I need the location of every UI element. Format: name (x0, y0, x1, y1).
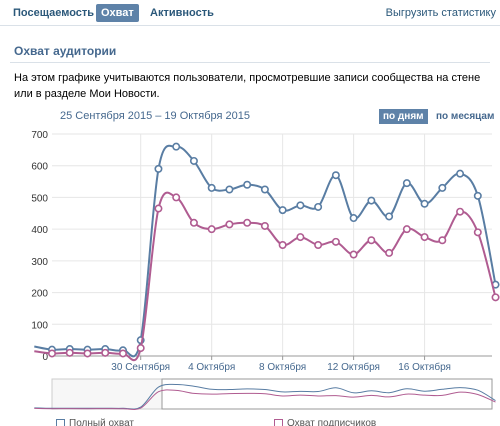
checkbox-icon (274, 418, 283, 426)
mode-by-days-button[interactable]: по дням (379, 109, 428, 124)
data-point (278, 241, 287, 250)
data-point (101, 348, 110, 357)
chart-series (34, 142, 500, 362)
data-point (243, 218, 252, 227)
y-tick-label: 500 (31, 193, 48, 204)
series-full-reach (34, 142, 500, 358)
data-point (314, 241, 323, 250)
data-point (65, 348, 74, 357)
data-point (367, 196, 376, 205)
y-tick-label: 400 (31, 225, 48, 236)
data-point (207, 183, 216, 192)
data-point (83, 349, 92, 358)
y-tick-label: 100 (31, 320, 48, 331)
data-point (349, 250, 358, 259)
data-point (402, 179, 411, 188)
tab-activity[interactable]: Активность (150, 7, 214, 19)
x-tick-label: 16 Октября (398, 361, 451, 373)
data-point (243, 180, 252, 189)
x-tick-label: 4 Октября (188, 361, 235, 373)
data-point (367, 236, 376, 245)
data-point (331, 237, 340, 246)
data-point (189, 156, 198, 165)
data-point (456, 169, 465, 178)
data-point (172, 193, 181, 202)
tab-reach[interactable]: Охват (96, 4, 139, 22)
data-point (314, 202, 323, 211)
section-description: На этом графике учитываются пользователи… (14, 72, 481, 100)
section-title: Охват аудитории (14, 44, 117, 58)
x-tick-label: 30 Сентября (111, 361, 170, 373)
legend-full-reach[interactable]: Полный охват (56, 418, 134, 426)
data-point (260, 185, 269, 194)
y-tick-label: 200 (31, 289, 48, 300)
legend-label: Полный охват (69, 418, 135, 426)
data-point (172, 142, 181, 151)
data-point (473, 191, 482, 200)
data-point (225, 185, 234, 194)
data-point (260, 221, 269, 230)
data-point (154, 204, 163, 213)
navigator-line-subscriber-reach (34, 389, 496, 410)
checkbox-icon (56, 418, 65, 426)
x-tick-label: 8 Октября (259, 361, 306, 373)
data-point (456, 207, 465, 216)
chart-axes: 0 100 200 300 400 500 600 700 30 Сентября 4 Октяб… (31, 130, 492, 373)
data-point (473, 228, 482, 237)
x-tick-label: 12 Октября (327, 361, 380, 373)
y-tick-label: 700 (31, 130, 48, 141)
legend-label: Охват подписчиков (287, 418, 377, 426)
data-point (420, 199, 429, 208)
data-point (420, 233, 429, 242)
data-point (296, 233, 305, 242)
data-point (385, 212, 394, 221)
mode-by-months-button[interactable]: по месяцам (436, 111, 495, 122)
data-point (154, 164, 163, 173)
data-point (491, 293, 500, 302)
y-tick-label: 600 (31, 162, 48, 173)
data-point (118, 349, 127, 358)
data-point (296, 201, 305, 210)
data-point (278, 206, 287, 215)
data-point (385, 248, 394, 257)
data-point (402, 225, 411, 234)
section-divider (10, 62, 490, 63)
data-point (438, 236, 447, 245)
data-point (136, 344, 145, 353)
stats-tabs-bar: Посещаемость Охват Активность Выгрузить … (0, 0, 500, 26)
y-tick-label: 300 (31, 257, 48, 268)
series-line-subscriber-reach (34, 191, 497, 362)
export-stats-link[interactable]: Выгрузить статистику (385, 7, 496, 19)
data-point (225, 220, 234, 229)
series-subscriber-reach (34, 191, 500, 362)
y-tick-label: 0 (42, 352, 48, 363)
data-point (207, 225, 216, 234)
chart-navigator[interactable] (34, 378, 496, 410)
chart-grid (52, 133, 492, 357)
data-point (47, 349, 56, 358)
data-point (349, 214, 358, 223)
date-range[interactable]: 25 Сентября 2015 – 19 Октября 2015 (60, 110, 250, 122)
legend-subscriber-reach[interactable]: Охват подписчиков (274, 418, 376, 426)
data-point (438, 183, 447, 192)
tab-visits[interactable]: Посещаемость (13, 7, 95, 19)
data-point (189, 218, 198, 227)
reach-chart: 0 100 200 300 400 500 600 700 30 Сентября 4 Октяб… (31, 130, 500, 410)
data-point (331, 171, 340, 180)
